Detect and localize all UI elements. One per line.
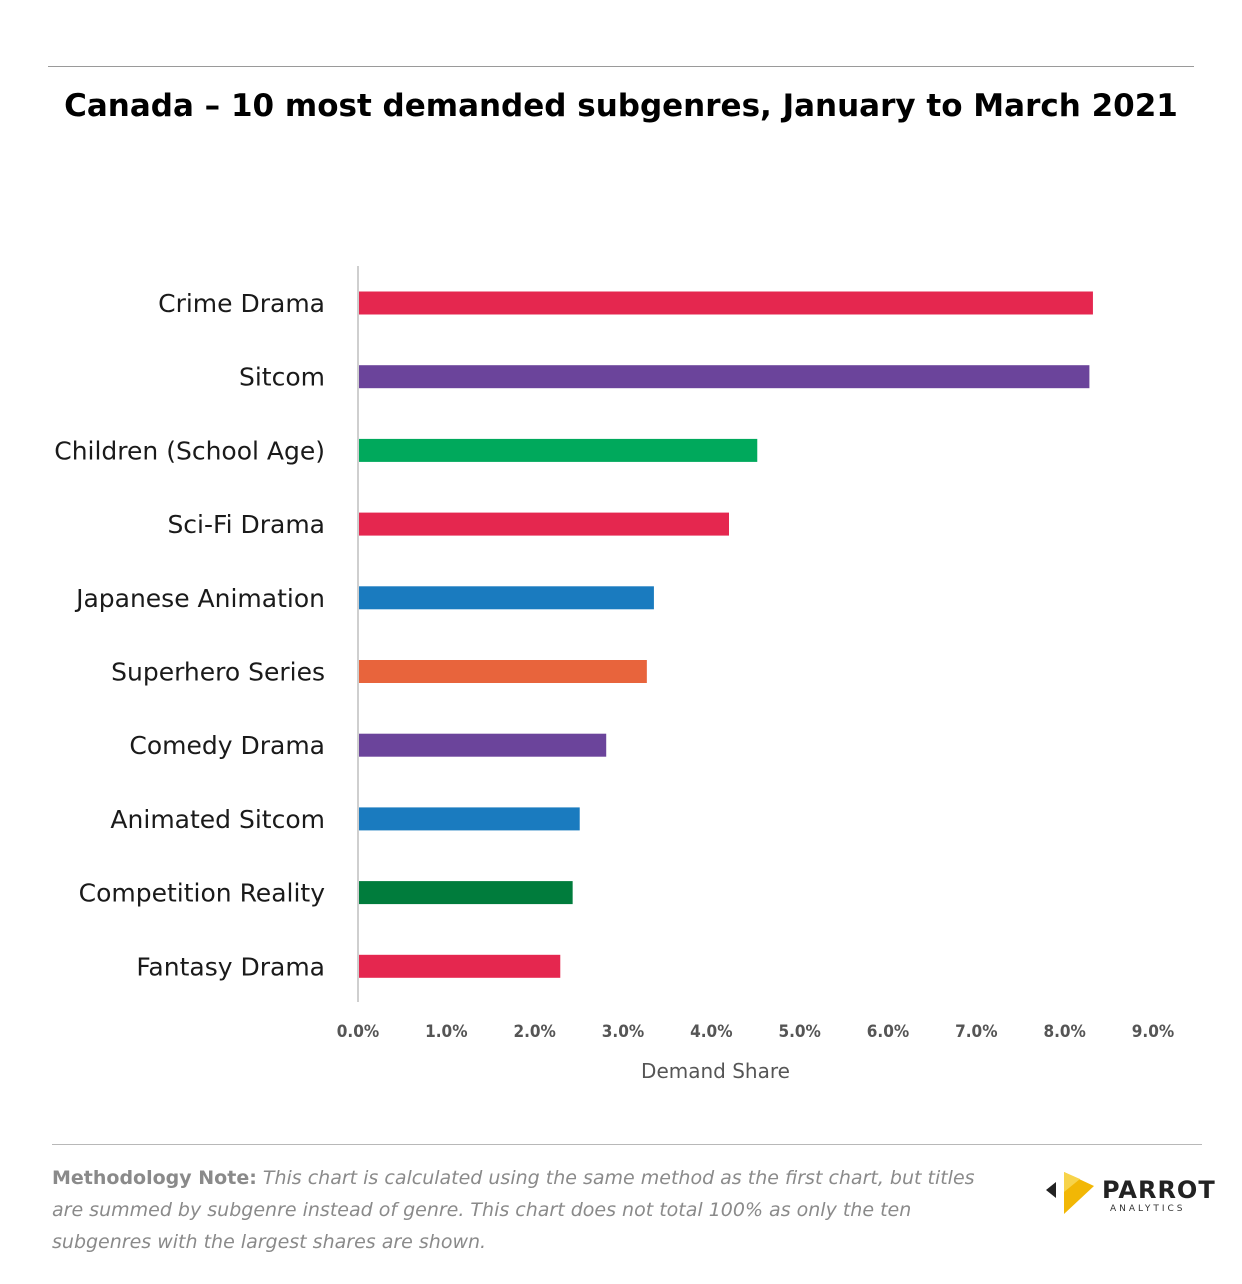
category-label: Children (School Age) — [54, 436, 325, 465]
bar-animated-sitcom — [359, 807, 580, 831]
category-label: Competition Reality — [79, 879, 326, 908]
bar-sci-fi-drama — [359, 512, 729, 536]
methodology-note: Methodology Note: This chart is calculat… — [52, 1162, 1002, 1258]
bar-competition-reality — [359, 881, 573, 905]
x-tick-label: 5.0% — [778, 1022, 820, 1042]
x-tick-label: 4.0% — [690, 1022, 732, 1042]
x-tick-label: 6.0% — [867, 1022, 909, 1042]
x-tick-label: 3.0% — [602, 1022, 644, 1042]
chart-title: Canada – 10 most demanded subgenres, Jan… — [64, 88, 1178, 124]
x-tick-label: 8.0% — [1043, 1022, 1085, 1042]
bar-japanese-animation — [359, 586, 654, 610]
bar-children-school-age — [359, 438, 758, 462]
parrot-analytics-logo: PARROT ANALYTICS — [1046, 1168, 1215, 1218]
category-label: Fantasy Drama — [136, 952, 325, 981]
methodology-note-body: This chart is calculated using the same … — [52, 1167, 975, 1253]
category-label: Japanese Animation — [74, 584, 325, 613]
category-label: Sci-Fi Drama — [167, 510, 325, 539]
bottom-divider — [52, 1144, 1202, 1145]
category-label: Crime Drama — [158, 289, 325, 318]
logo-wordmark: PARROT — [1102, 1176, 1216, 1204]
x-tick-label: 7.0% — [955, 1022, 997, 1042]
x-axis-label: Demand Share — [641, 1059, 790, 1083]
x-tick-label: 1.0% — [425, 1022, 467, 1042]
category-label: Sitcom — [239, 363, 325, 392]
logo-subtitle: ANALYTICS — [1110, 1204, 1186, 1214]
x-tick-label: 0.0% — [337, 1022, 379, 1042]
category-label: Animated Sitcom — [110, 805, 325, 834]
category-label: Superhero Series — [111, 658, 325, 687]
bar-fantasy-drama — [359, 954, 561, 978]
bar-crime-drama — [359, 291, 1093, 315]
parrot-logo-icon — [1064, 1172, 1094, 1214]
top-divider — [48, 66, 1194, 67]
category-label: Comedy Drama — [129, 731, 325, 760]
bar-comedy-drama — [359, 733, 607, 757]
bar-sitcom — [359, 365, 1090, 389]
methodology-note-lead: Methodology Note: — [52, 1167, 257, 1189]
arrow-left-icon — [1046, 1182, 1056, 1198]
x-tick-label: 9.0% — [1132, 1022, 1174, 1042]
x-tick-label: 2.0% — [513, 1022, 555, 1042]
bar-superhero-series — [359, 660, 647, 683]
